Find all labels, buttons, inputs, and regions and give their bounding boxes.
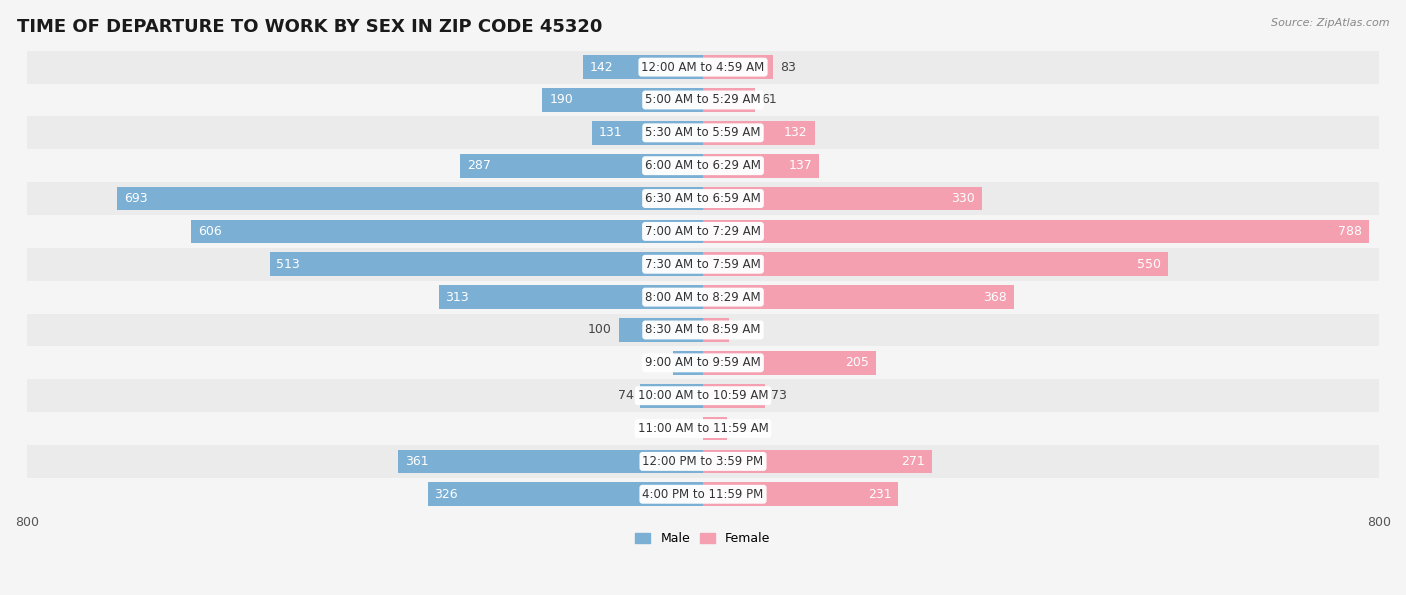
Bar [27, 182, 1379, 215]
Bar [703, 416, 727, 440]
Bar [27, 379, 1379, 412]
Text: 36: 36 [650, 356, 666, 369]
Bar [619, 318, 703, 342]
Text: 12:00 AM to 4:59 AM: 12:00 AM to 4:59 AM [641, 61, 765, 74]
Bar [27, 149, 1379, 182]
Text: 8:30 AM to 8:59 AM: 8:30 AM to 8:59 AM [645, 324, 761, 337]
Bar [427, 483, 703, 506]
Bar [703, 154, 818, 177]
Bar [191, 220, 703, 243]
Text: 6:30 AM to 6:59 AM: 6:30 AM to 6:59 AM [645, 192, 761, 205]
Bar [641, 384, 703, 408]
Text: 137: 137 [789, 159, 813, 172]
Text: Source: ZipAtlas.com: Source: ZipAtlas.com [1271, 18, 1389, 28]
Text: 231: 231 [868, 488, 891, 501]
Bar [703, 187, 981, 211]
Text: 550: 550 [1137, 258, 1161, 271]
Bar [583, 55, 703, 79]
Bar [461, 154, 703, 177]
Text: 5:30 AM to 5:59 AM: 5:30 AM to 5:59 AM [645, 126, 761, 139]
Text: 205: 205 [845, 356, 869, 369]
Text: 83: 83 [780, 61, 796, 74]
Text: 12:00 PM to 3:59 PM: 12:00 PM to 3:59 PM [643, 455, 763, 468]
Bar [118, 187, 703, 211]
Bar [703, 351, 876, 375]
Bar [27, 248, 1379, 281]
Bar [543, 88, 703, 112]
Text: 190: 190 [550, 93, 574, 107]
Text: 132: 132 [785, 126, 808, 139]
Bar [398, 450, 703, 473]
Text: 7:00 AM to 7:29 AM: 7:00 AM to 7:29 AM [645, 225, 761, 238]
Text: 5:00 AM to 5:29 AM: 5:00 AM to 5:29 AM [645, 93, 761, 107]
Text: 131: 131 [599, 126, 623, 139]
Text: 788: 788 [1339, 225, 1362, 238]
Bar [27, 478, 1379, 511]
Bar [703, 121, 814, 145]
Text: 9:00 AM to 9:59 AM: 9:00 AM to 9:59 AM [645, 356, 761, 369]
Text: 10:00 AM to 10:59 AM: 10:00 AM to 10:59 AM [638, 389, 768, 402]
Text: 271: 271 [901, 455, 925, 468]
Bar [27, 412, 1379, 445]
Bar [27, 314, 1379, 346]
Text: 73: 73 [772, 389, 787, 402]
Text: 513: 513 [276, 258, 299, 271]
Bar [703, 384, 765, 408]
Text: 606: 606 [198, 225, 221, 238]
Text: 8:00 AM to 8:29 AM: 8:00 AM to 8:29 AM [645, 290, 761, 303]
Text: 287: 287 [467, 159, 491, 172]
Bar [592, 121, 703, 145]
Bar [703, 450, 932, 473]
Bar [703, 318, 730, 342]
Bar [27, 83, 1379, 117]
Text: 326: 326 [434, 488, 458, 501]
Text: 28: 28 [734, 422, 749, 435]
Legend: Male, Female: Male, Female [630, 527, 776, 550]
Text: 0: 0 [689, 422, 696, 435]
Bar [703, 285, 1014, 309]
Bar [27, 346, 1379, 379]
Bar [703, 55, 773, 79]
Text: 4:00 PM to 11:59 PM: 4:00 PM to 11:59 PM [643, 488, 763, 501]
Text: 142: 142 [589, 61, 613, 74]
Bar [703, 252, 1168, 276]
Text: 100: 100 [588, 324, 612, 337]
Bar [703, 483, 898, 506]
Text: 11:00 AM to 11:59 AM: 11:00 AM to 11:59 AM [638, 422, 768, 435]
Text: 693: 693 [124, 192, 148, 205]
Text: 31: 31 [735, 324, 752, 337]
Text: 368: 368 [983, 290, 1007, 303]
Text: 313: 313 [446, 290, 468, 303]
Bar [270, 252, 703, 276]
Bar [27, 117, 1379, 149]
Bar [27, 445, 1379, 478]
Bar [703, 88, 755, 112]
Bar [439, 285, 703, 309]
Bar [27, 281, 1379, 314]
Bar [27, 51, 1379, 83]
Bar [703, 220, 1369, 243]
Text: 330: 330 [952, 192, 976, 205]
Text: 361: 361 [405, 455, 429, 468]
Text: 61: 61 [761, 93, 778, 107]
Text: 6:00 AM to 6:29 AM: 6:00 AM to 6:29 AM [645, 159, 761, 172]
Text: TIME OF DEPARTURE TO WORK BY SEX IN ZIP CODE 45320: TIME OF DEPARTURE TO WORK BY SEX IN ZIP … [17, 18, 602, 36]
Bar [27, 215, 1379, 248]
Text: 7:30 AM to 7:59 AM: 7:30 AM to 7:59 AM [645, 258, 761, 271]
Text: 74: 74 [617, 389, 634, 402]
Bar [672, 351, 703, 375]
